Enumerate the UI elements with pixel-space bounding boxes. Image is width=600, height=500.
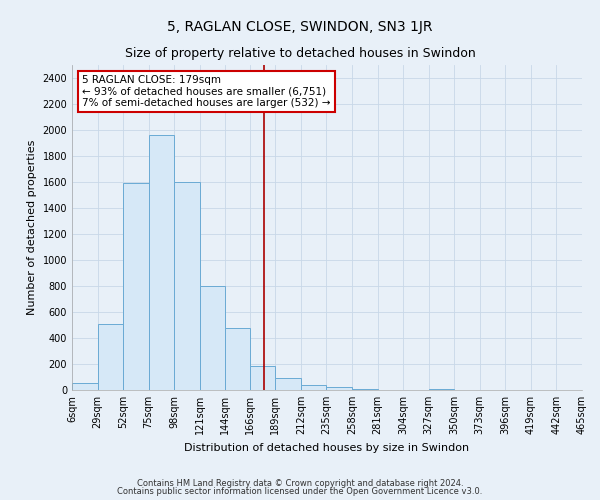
- Bar: [72, 383, 98, 390]
- Bar: [275, 378, 301, 390]
- Text: Contains public sector information licensed under the Open Government Licence v3: Contains public sector information licen…: [118, 487, 482, 496]
- Bar: [123, 184, 149, 390]
- Text: Size of property relative to detached houses in Swindon: Size of property relative to detached ho…: [125, 48, 475, 60]
- Y-axis label: Number of detached properties: Number of detached properties: [27, 140, 37, 315]
- Bar: [174, 182, 200, 390]
- X-axis label: Distribution of detached houses by size in Swindon: Distribution of detached houses by size …: [184, 442, 470, 452]
- Bar: [226, 328, 250, 390]
- Bar: [149, 135, 174, 390]
- Bar: [200, 286, 226, 390]
- Bar: [428, 388, 454, 390]
- Text: 5 RAGLAN CLOSE: 179sqm
← 93% of detached houses are smaller (6,751)
7% of semi-d: 5 RAGLAN CLOSE: 179sqm ← 93% of detached…: [82, 74, 331, 108]
- Bar: [250, 366, 275, 390]
- Bar: [326, 387, 352, 390]
- Text: 5, RAGLAN CLOSE, SWINDON, SN3 1JR: 5, RAGLAN CLOSE, SWINDON, SN3 1JR: [167, 20, 433, 34]
- Text: Contains HM Land Registry data © Crown copyright and database right 2024.: Contains HM Land Registry data © Crown c…: [137, 478, 463, 488]
- Bar: [352, 388, 377, 390]
- Bar: [301, 386, 326, 390]
- Bar: [98, 324, 123, 390]
